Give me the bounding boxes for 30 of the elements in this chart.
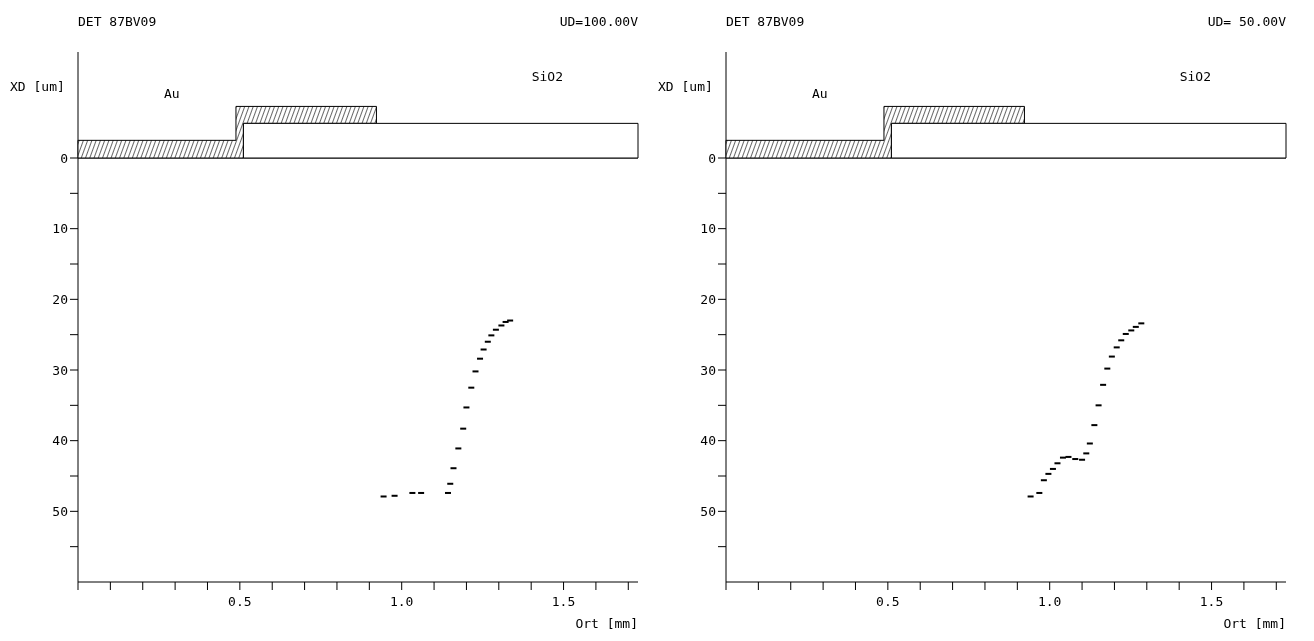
chart-subtitle: UD= 50.00V	[1207, 14, 1286, 29]
x-axis-title: Ort [mm]	[575, 616, 638, 631]
chart-title: DET 87BV09	[78, 14, 157, 29]
annotation: Au	[164, 85, 180, 101]
x-axis-title: Ort [mm]	[1223, 616, 1286, 631]
y-tick-label: 20	[700, 291, 716, 307]
y-tick-label: 30	[700, 362, 716, 378]
x-tick-label: 1.5	[551, 594, 576, 609]
chart-title: DET 87BV09	[726, 14, 805, 29]
y-tick-label: 20	[52, 291, 68, 307]
y-tick-label: 10	[700, 221, 716, 237]
y-tick-label: 0	[708, 150, 716, 166]
y-tick-label: 40	[52, 433, 68, 449]
y-tick-label: 40	[700, 433, 716, 449]
y-tick-label: 50	[52, 503, 68, 519]
annotation: SiO2	[1179, 68, 1212, 84]
annotation: Au	[812, 85, 828, 101]
y-tick-label: 0	[60, 150, 68, 166]
x-tick-label: 1.0	[1037, 594, 1062, 609]
y-tick-label: 10	[52, 221, 68, 237]
x-tick-label: 0.5	[876, 594, 900, 609]
x-tick-label: 0.5	[228, 594, 252, 609]
chart-subtitle: UD=100.00V	[559, 14, 638, 29]
y-axis-title: XD [um]	[658, 79, 713, 95]
y-tick-label: 30	[52, 362, 68, 378]
x-tick-label: 1.5	[1199, 594, 1224, 609]
annotation: SiO2	[531, 68, 564, 84]
y-tick-label: 50	[700, 503, 716, 519]
y-axis-title: XD [um]	[10, 79, 65, 95]
x-tick-label: 1.0	[389, 594, 414, 609]
